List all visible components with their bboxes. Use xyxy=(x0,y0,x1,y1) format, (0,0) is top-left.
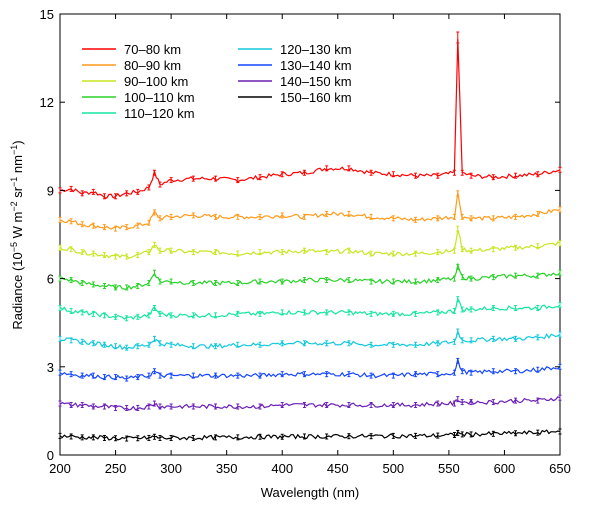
series xyxy=(58,190,562,232)
x-tick-label: 450 xyxy=(327,461,349,476)
series xyxy=(58,31,562,200)
y-tick-label: 12 xyxy=(40,95,54,110)
series-line xyxy=(59,262,561,291)
legend-label: 140–150 km xyxy=(280,74,352,89)
series-line xyxy=(59,358,561,380)
x-tick-label: 400 xyxy=(271,461,293,476)
x-axis-ticks: 200 250 300 350 400 450 500 550 600 650 xyxy=(49,14,571,476)
series-line xyxy=(59,39,561,199)
series-line xyxy=(59,229,561,260)
series-layer xyxy=(58,31,562,442)
series xyxy=(58,328,562,351)
x-tick-label: 650 xyxy=(549,461,571,476)
y-tick-label: 15 xyxy=(40,7,54,22)
y-tick-label: 0 xyxy=(47,448,54,463)
y-tick-label: 6 xyxy=(47,272,54,287)
x-tick-label: 500 xyxy=(382,461,404,476)
y-axis-label-part: sr xyxy=(10,186,25,201)
y-axis-label-superscript: −1 xyxy=(9,177,19,187)
legend-label: 150–160 km xyxy=(280,90,352,105)
legend-item: 140–150 km xyxy=(238,74,352,89)
legend-item: 90–100 km xyxy=(82,74,188,89)
legend-label: 130–140 km xyxy=(280,58,352,73)
series xyxy=(58,225,562,260)
y-axis-label-superscript: −2 xyxy=(9,201,19,211)
y-axis-label-part: W m xyxy=(10,212,25,242)
x-axis-label: Wavelength (nm) xyxy=(261,485,360,500)
legend-label: 70–80 km xyxy=(124,42,181,57)
x-tick-label: 350 xyxy=(216,461,238,476)
series-line xyxy=(59,396,561,411)
series xyxy=(58,394,562,411)
legend-label: 100–110 km xyxy=(124,90,195,105)
legend-label: 110–120 km xyxy=(124,106,195,121)
y-axis-label-superscript: −1 xyxy=(9,145,19,155)
x-tick-label: 200 xyxy=(49,461,71,476)
series-line xyxy=(59,296,561,320)
x-tick-label: 300 xyxy=(160,461,182,476)
legend-label: 120–130 km xyxy=(280,42,352,57)
plot-frame xyxy=(59,13,561,456)
legend-item: 110–120 km xyxy=(82,106,195,121)
legend-label: 90–100 km xyxy=(124,74,188,89)
x-tick-label: 550 xyxy=(438,461,460,476)
legend-item: 100–110 km xyxy=(82,90,195,105)
y-axis-ticks: 0 3 6 9 12 15 xyxy=(40,7,560,463)
series-line xyxy=(59,329,561,351)
series-line xyxy=(59,192,561,230)
x-tick-label: 250 xyxy=(105,461,127,476)
y-axis-label-superscript: −5 xyxy=(9,242,19,252)
legend-item: 150–160 km xyxy=(238,90,352,105)
legend-label: 80–90 km xyxy=(124,58,181,73)
y-axis-label-part: Radiance (10 xyxy=(10,252,25,329)
legend-item: 130–140 km xyxy=(238,58,352,73)
x-tick-label: 600 xyxy=(494,461,516,476)
y-axis-label-part: nm xyxy=(10,155,25,177)
series xyxy=(58,428,562,442)
series xyxy=(58,296,562,322)
series xyxy=(58,357,562,382)
y-tick-label: 9 xyxy=(47,183,54,198)
legend-item: 70–80 km xyxy=(82,42,181,57)
y-axis-label-part: ) xyxy=(10,140,25,144)
y-tick-label: 3 xyxy=(47,360,54,375)
y-axis-label: Radiance (10−5 W m−2 sr−1 nm−1) xyxy=(9,140,25,329)
legend-item: 80–90 km xyxy=(82,58,181,73)
plot-area xyxy=(59,13,561,456)
series xyxy=(58,262,562,291)
legend-item: 120–130 km xyxy=(238,42,352,57)
series-line xyxy=(59,429,561,441)
